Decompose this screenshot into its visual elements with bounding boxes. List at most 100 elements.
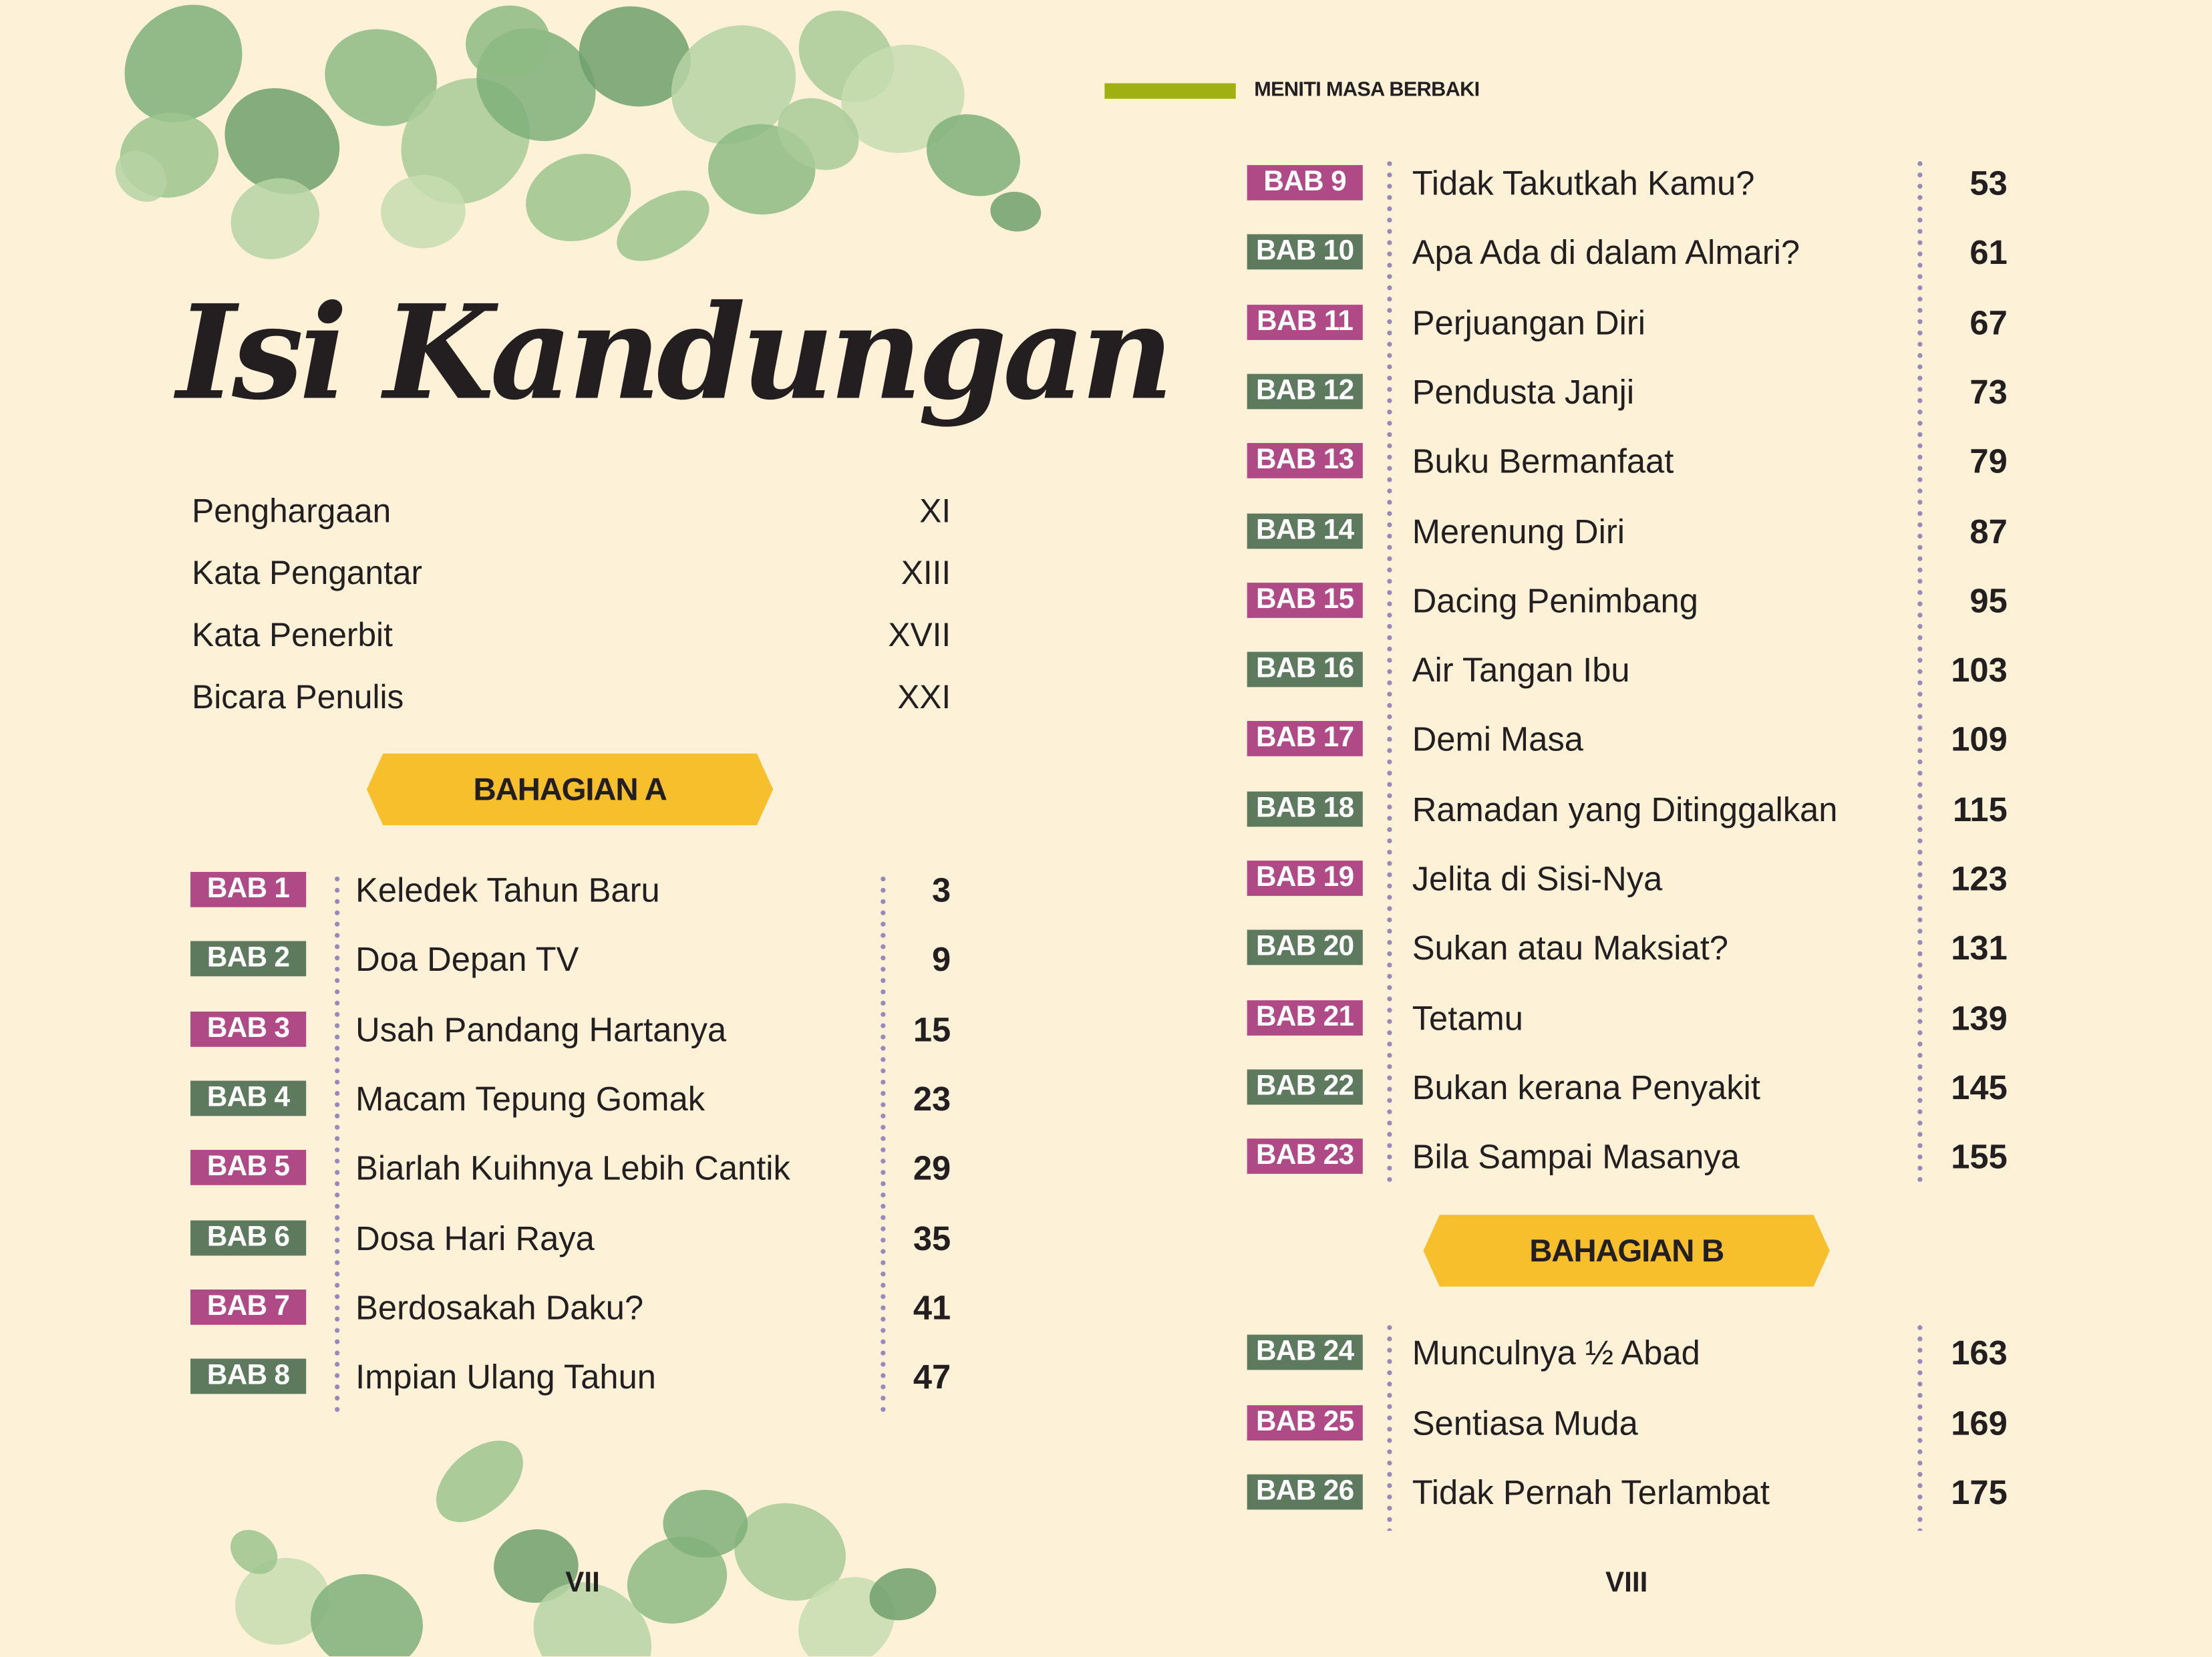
header-accent-bar	[1104, 83, 1236, 99]
chapter-page-number: 163	[1951, 1334, 2008, 1373]
page-number-right: VIII	[1605, 1567, 1648, 1599]
chapter-badge: BAB 3	[190, 1011, 307, 1046]
chapter-page-number: 61	[1969, 235, 2008, 273]
front-matter-entry[interactable]: Bicara Penulis XXI	[192, 675, 951, 718]
chapter-title-link[interactable]: Air Tangan Ibu	[1412, 651, 1630, 690]
chapter-title-link[interactable]: Berdosakah Daku?	[355, 1289, 644, 1328]
entry-label: Penghargaan	[192, 491, 391, 529]
leaf-shape	[734, 1503, 846, 1601]
dotted-divider	[1917, 158, 1923, 1188]
dotted-divider	[1386, 1322, 1393, 1531]
leaf-shape	[381, 174, 466, 249]
entry-page: XIII	[901, 553, 951, 591]
chapter-badge: BAB 2	[190, 941, 307, 977]
dotted-divider	[1386, 158, 1393, 1188]
chapter-page-number: 35	[913, 1219, 951, 1258]
entry-label: Kata Penerbit	[192, 615, 393, 653]
leaf-shape	[671, 25, 796, 144]
front-matter-entry[interactable]: Kata Pengantar XIII	[192, 552, 951, 594]
chapter-page-number: 73	[1969, 373, 2008, 412]
chapter-title-link[interactable]: Macam Tepung Gomak	[355, 1080, 705, 1119]
entry-label: Kata Pengantar	[192, 553, 423, 591]
leaf-shape	[533, 1582, 652, 1657]
chapter-badge: BAB 24	[1247, 1334, 1363, 1370]
chapter-title-link[interactable]: Tetamu	[1412, 1000, 1523, 1038]
chapter-page-number: 95	[1969, 582, 2008, 621]
running-title: MENITI MASA BERBAKI	[1254, 79, 1480, 102]
chapter-badge: BAB 15	[1247, 582, 1363, 618]
chapter-title-link[interactable]: Jelita di Sisi-Nya	[1412, 861, 1663, 899]
chapter-page-number: 3	[932, 871, 951, 910]
chapter-title-link[interactable]: Demi Masa	[1412, 721, 1583, 760]
chapter-badge: BAB 20	[1247, 930, 1363, 965]
entry-page: XVII	[888, 615, 951, 653]
chapter-badge: BAB 13	[1247, 443, 1363, 479]
chapter-badge: BAB 14	[1247, 512, 1363, 549]
chapter-badge: BAB 10	[1247, 235, 1363, 270]
dotted-divider	[880, 873, 887, 1418]
chapter-page-number: 9	[932, 941, 951, 980]
chapter-title-link[interactable]: Pendusta Janji	[1412, 373, 1635, 412]
chapter-title-link[interactable]: Dosa Hari Raya	[355, 1219, 595, 1258]
chapter-title-link[interactable]: Tidak Takutkah Kamu?	[1412, 165, 1755, 204]
chapter-title-link[interactable]: Munculnya ½ Abad	[1412, 1334, 1700, 1373]
chapter-title-link[interactable]: Keledek Tahun Baru	[355, 871, 660, 910]
chapter-title-link[interactable]: Bukan kerana Penyakit	[1412, 1069, 1760, 1108]
chapter-page-number: 155	[1951, 1139, 2008, 1177]
chapter-badge: BAB 25	[1247, 1404, 1363, 1440]
leaf-shape	[230, 178, 320, 259]
page-number-left: VII	[565, 1567, 600, 1599]
section-banner-a: BAHAGIAN A	[367, 753, 774, 826]
chapter-title-link[interactable]: Buku Bermanfaat	[1412, 443, 1674, 482]
chapter-title-link[interactable]: Perjuangan Diri	[1412, 304, 1646, 343]
dotted-divider	[334, 873, 340, 1418]
chapter-title-link[interactable]: Sentiasa Muda	[1412, 1404, 1638, 1443]
leaf-shape	[494, 1529, 579, 1603]
chapter-page-number: 169	[1951, 1404, 2008, 1443]
leaf-shape	[466, 5, 550, 80]
leaf-shape	[841, 44, 965, 153]
chapter-page-number: 23	[913, 1080, 951, 1119]
chapter-title-link[interactable]: Dacing Penimbang	[1412, 582, 1698, 621]
leaf-shape	[777, 98, 859, 170]
chapter-title-link[interactable]: Impian Ulang Tahun	[355, 1358, 656, 1397]
leaf-shape	[663, 1489, 748, 1558]
chapter-badge: BAB 9	[1247, 165, 1363, 200]
front-matter-entry[interactable]: Penghargaan XI	[192, 490, 951, 532]
chapter-title-link[interactable]: Apa Ada di dalam Almari?	[1412, 235, 1800, 273]
chapter-badge: BAB 5	[190, 1150, 307, 1186]
chapter-title-link[interactable]: Merenung Diri	[1412, 512, 1625, 551]
chapter-badge: BAB 7	[190, 1289, 307, 1325]
chapter-title-link[interactable]: Usah Pandang Hartanya	[355, 1011, 727, 1050]
chapter-title-link[interactable]: Doa Depan TV	[355, 941, 579, 980]
leaf-shape	[526, 154, 631, 241]
chapter-page-number: 67	[1969, 304, 2008, 343]
leaf-shape	[436, 1441, 523, 1523]
chapter-page-number: 123	[1951, 861, 2008, 899]
page-title: Isi Kandungan	[176, 276, 1173, 429]
chapter-page-number: 15	[913, 1011, 951, 1050]
chapter-title-link[interactable]: Biarlah Kuihnya Lebih Cantik	[355, 1150, 790, 1189]
leaf-shape	[124, 5, 243, 122]
chapter-page-number: 115	[1953, 790, 2008, 829]
leaf-shape	[311, 1573, 423, 1657]
front-matter-entry[interactable]: Kata Penerbit XVII	[192, 614, 951, 656]
dotted-divider	[1917, 1322, 1923, 1531]
leaf-shape	[325, 29, 438, 126]
leaf-shape	[115, 150, 167, 202]
chapter-page-number: 175	[1951, 1474, 2008, 1513]
chapter-page-number: 79	[1969, 443, 2008, 482]
chapter-page-number: 41	[913, 1289, 951, 1328]
leaf-shape	[926, 114, 1021, 196]
chapter-page-number: 29	[913, 1150, 951, 1189]
chapter-title-link[interactable]: Bila Sampai Masanya	[1412, 1139, 1740, 1177]
chapter-badge: BAB 17	[1247, 721, 1363, 757]
chapter-badge: BAB 8	[190, 1358, 307, 1394]
chapter-title-link[interactable]: Ramadan yang Ditinggalkan	[1412, 790, 1838, 829]
chapter-badge: BAB 4	[190, 1080, 307, 1116]
chapter-title-link[interactable]: Sukan atau Maksiat?	[1412, 930, 1729, 969]
chapter-title-link[interactable]: Tidak Pernah Terlambat	[1412, 1474, 1770, 1513]
chapter-page-number: 145	[1951, 1069, 2008, 1108]
